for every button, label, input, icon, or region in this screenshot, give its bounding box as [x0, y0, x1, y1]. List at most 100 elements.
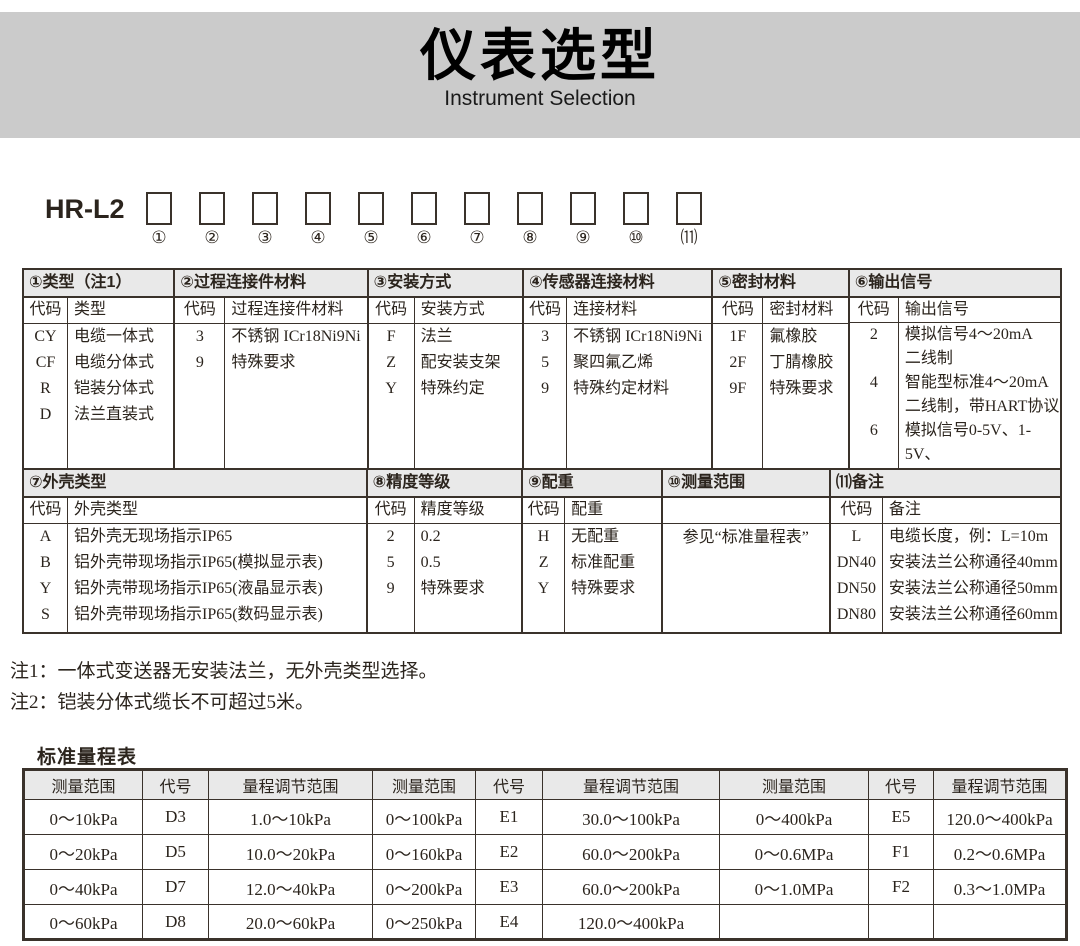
filler-code-cell — [175, 376, 224, 468]
option-label: 特殊要求 — [762, 376, 847, 402]
model-option-box — [305, 192, 331, 225]
option-row: Y 铝外壳带现场指示IP65(液晶显示表) — [24, 576, 366, 602]
range-table-cell: 30.0～100kPa — [542, 799, 720, 835]
option-row: 1F 氟橡胶 — [713, 324, 847, 350]
range-table-cell: 0～20kPa — [23, 834, 143, 870]
option-label: 特殊约定 — [413, 376, 522, 402]
range-table-row: 0～10kPa D3 1.0～10kPa 0～100kPa E1 30.0～100kPa 0… — [23, 799, 1067, 835]
filler-code-cell — [831, 628, 882, 632]
filler-value-cell — [762, 402, 847, 468]
model-option-boxes: ① ② ③ ④ ⑤ ⑥ ⑦ ⑧ ⑨ ⑩ ⑾ — [133, 192, 716, 248]
section-title: ⑨配重 — [523, 470, 661, 498]
option-row: 3 不锈钢 ICr18Ni9Ni — [175, 324, 366, 350]
option-label: 安装法兰公称通径50mm — [881, 576, 1060, 602]
option-row: 6 模拟信号0-5V、1-5V、 0-10V三线制 — [850, 419, 1060, 468]
range-table-cell: 0～160kPa — [372, 834, 476, 870]
value-column-header: 连接材料 — [566, 298, 711, 323]
model-prefix: HR-L2 — [45, 194, 125, 224]
option-label: 铝外壳带现场指示IP65(液晶显示表) — [67, 576, 366, 602]
option-label: 特殊要求 — [224, 350, 366, 376]
option-label: 不锈钢 ICr18Ni9Ni — [224, 324, 366, 350]
section-subheader: 代码 密封材料 — [713, 298, 848, 324]
option-label: 配安装支架 — [413, 350, 522, 376]
option-code: 4 — [869, 374, 878, 391]
column-filler — [24, 628, 366, 632]
option-code: S — [41, 606, 50, 623]
option-row: 4 智能型标准4～20mA 二线制，带HART协议 — [850, 371, 1060, 419]
option-row: Z 标准配重 — [523, 550, 660, 576]
selection-section-1: ①类型（注1） 代码 类型 CY 电缆一体式 CF 电缆分体式 R 铠装分体式 D 法兰直装式 — [24, 270, 174, 468]
option-code: 3 — [541, 328, 550, 345]
range-table-cell — [868, 904, 934, 940]
selection-section-5: ⑤密封材料 代码 密封材料 1F 氟橡胶 2F 丁腈橡胶 9F 特殊要求 — [711, 270, 848, 468]
model-option-box — [570, 192, 596, 225]
model-position-9: ⑨ — [557, 192, 610, 248]
footnotes: 注1：一体式变送器无安装法兰，无外壳类型选择。 注2：铠装分体式缆长不可超过5米。 — [10, 656, 438, 718]
option-code: Z — [386, 354, 397, 371]
model-position-number: ② — [204, 228, 220, 247]
option-code: DN40 — [836, 554, 876, 571]
option-label: 氟橡胶 — [762, 324, 847, 350]
section-title: ⑦外壳类型 — [24, 470, 366, 498]
option-code: Y — [39, 580, 52, 597]
model-position-number: ① — [151, 228, 167, 247]
filler-value-cell — [566, 402, 711, 468]
option-row: 2F 丁腈橡胶 — [713, 350, 847, 376]
range-table-cell: E4 — [475, 904, 543, 940]
option-label: 聚四氟乙烯 — [566, 350, 711, 376]
section-title: ⑥输出信号 — [849, 270, 1060, 298]
option-code: R — [40, 380, 51, 397]
option-label: 0.5 — [413, 550, 521, 576]
option-code: L — [851, 528, 862, 545]
selection-section-4: ④传感器连接材料 代码 连接材料 3 不锈钢 ICr18Ni9Ni 5 聚四氟乙烯 9 特殊约定… — [522, 270, 712, 468]
model-code-row: HR-L2 ① ② ③ ④ ⑤ ⑥ ⑦ ⑧ ⑨ ⑩ ⑾ — [45, 192, 716, 248]
section-subheader: 代码 配重 — [523, 498, 661, 524]
option-code: 5 — [541, 354, 550, 371]
footnote-2: 注2：铠装分体式缆长不可超过5米。 — [10, 692, 315, 713]
option-row: 9 特殊要求 — [175, 350, 366, 376]
range-table-cell: E5 — [868, 799, 934, 835]
filler-value-cell — [67, 428, 173, 468]
model-position-6: ⑥ — [398, 192, 451, 248]
filler-code-cell — [24, 428, 67, 468]
range-table-cell: 0～0.6MPa — [719, 834, 869, 870]
page-subtitle: Instrument Selection — [444, 87, 636, 110]
option-label: 法兰 — [413, 324, 522, 350]
option-label: 特殊要求 — [564, 576, 660, 602]
selection-section-8: ⑧精度等级 代码 精度等级 2 0.2 5 0.5 9 特殊要求 — [365, 470, 522, 632]
option-row: S 铝外壳带现场指示IP65(数码显示表) — [24, 602, 366, 628]
value-column-header: 输出信号 — [897, 298, 1060, 322]
section-subheader: 代码 类型 — [24, 298, 174, 324]
option-code: Y — [537, 580, 550, 597]
model-position-number: ⑦ — [469, 228, 485, 247]
column-filler — [175, 376, 366, 468]
option-label: 电缆一体式 — [67, 324, 173, 350]
section-subheader: 代码 连接材料 — [524, 298, 712, 324]
range-table-cell: D3 — [142, 799, 209, 835]
option-row: Z 配安装支架 — [369, 350, 522, 376]
model-position-number: ⑧ — [522, 228, 538, 247]
option-code: Z — [538, 554, 549, 571]
range-table-header-cell: 代号 — [868, 769, 934, 800]
option-label: 铝外壳无现场指示IP65 — [67, 524, 366, 550]
range-table-header-row: 测量范围 代号 量程调节范围 测量范围 代号 量程调节范围 测量范围 代号 量程调节范围 — [23, 769, 1067, 800]
range-table-cell: 0～1.0MPa — [719, 869, 869, 905]
option-code: DN50 — [836, 580, 876, 597]
column-filler — [368, 602, 521, 632]
selection-table: ①类型（注1） 代码 类型 CY 电缆一体式 CF 电缆分体式 R 铠装分体式 D 法兰直装式 ②过程… — [22, 268, 1062, 634]
option-code: 9 — [195, 354, 204, 371]
option-row: DN80 安装法兰公称通径60mm — [831, 602, 1060, 628]
value-column-header: 配重 — [564, 498, 660, 523]
option-code: 2 — [386, 528, 395, 545]
range-table-header-cell: 代号 — [142, 769, 209, 800]
code-column-header: 代码 — [29, 501, 62, 518]
section-body: 3 不锈钢 ICr18Ni9Ni 9 特殊要求 — [175, 324, 366, 468]
option-row: B 铝外壳带现场指示IP65(模拟显示表) — [24, 550, 366, 576]
range-table-cell — [719, 904, 869, 940]
option-code: F — [386, 328, 396, 345]
range-table-header-cell: 测量范围 — [719, 769, 869, 800]
option-label: 无配重 — [564, 524, 660, 550]
section-title: ②过程连接件材料 — [175, 270, 367, 298]
code-column-header: 代码 — [529, 301, 562, 318]
option-row: H 无配重 — [523, 524, 660, 550]
